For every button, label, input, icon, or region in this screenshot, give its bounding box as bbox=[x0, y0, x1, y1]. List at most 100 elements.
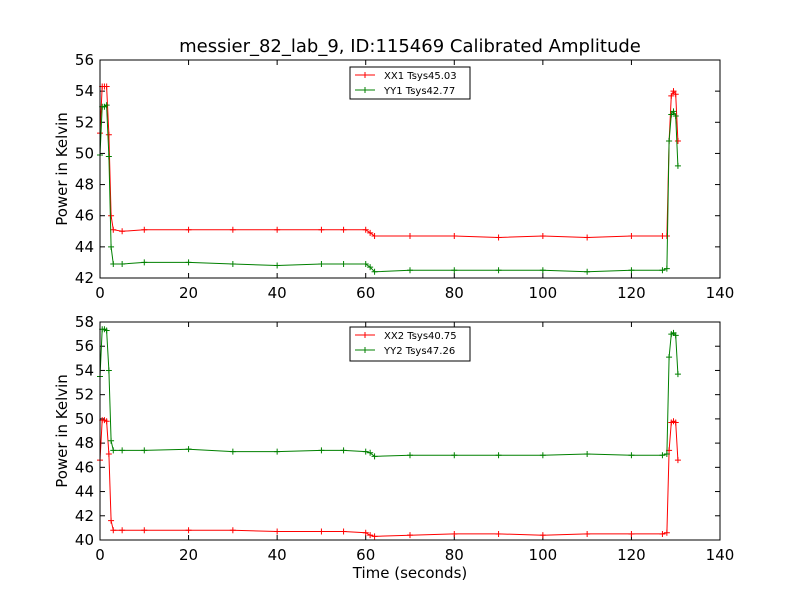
x-tick-label: 100 bbox=[529, 284, 558, 302]
y-tick-label: 46 bbox=[75, 207, 94, 225]
legend-box bbox=[349, 66, 471, 100]
y-tick-label: 42 bbox=[75, 507, 94, 525]
legend-marker bbox=[362, 347, 368, 353]
x-tick-label: 60 bbox=[356, 546, 375, 564]
data-point bbox=[451, 452, 458, 459]
data-point bbox=[229, 448, 236, 455]
x-tick-label: 80 bbox=[445, 284, 464, 302]
data-point bbox=[362, 448, 369, 455]
x-tick-label: 140 bbox=[706, 284, 735, 302]
y-tick-label: 54 bbox=[75, 82, 94, 100]
data-point bbox=[229, 226, 236, 233]
data-point bbox=[110, 527, 117, 534]
series-line-2 bbox=[99, 328, 679, 457]
data-point bbox=[451, 267, 458, 274]
x-tick-label: 60 bbox=[356, 284, 375, 302]
bottom-panel: 0 20 40 60 80 100 120 140 40 42 44 46 48 50 52 54 56 58 Po… bbox=[53, 313, 734, 582]
data-point bbox=[362, 226, 369, 233]
data-point bbox=[105, 153, 112, 160]
y-tick-label: 44 bbox=[75, 483, 94, 501]
x-tick-label: 0 bbox=[95, 284, 105, 302]
data-point bbox=[539, 452, 546, 459]
x-tick-label: 80 bbox=[445, 546, 464, 564]
data-point bbox=[367, 264, 374, 271]
series-line-1 bbox=[99, 86, 679, 239]
x-tick-label: 0 bbox=[95, 546, 105, 564]
data-point bbox=[362, 529, 369, 536]
data-point bbox=[407, 232, 413, 239]
data-point bbox=[628, 530, 635, 537]
data-point bbox=[495, 530, 502, 537]
data-point bbox=[495, 267, 502, 274]
x-tick-label: 40 bbox=[268, 546, 287, 564]
data-point bbox=[229, 527, 236, 534]
x-tick-label: 120 bbox=[617, 284, 646, 302]
data-point bbox=[670, 108, 677, 115]
data-point bbox=[108, 243, 115, 250]
chart-title: messier_82_lab_9, ID:115469 Calibrated A… bbox=[179, 36, 641, 57]
x-tick-label: 100 bbox=[529, 546, 558, 564]
data-point bbox=[119, 527, 126, 534]
data-point bbox=[367, 229, 374, 236]
data-point bbox=[584, 234, 591, 241]
data-point bbox=[110, 447, 117, 454]
data-point bbox=[539, 267, 546, 274]
x-tick-label: 140 bbox=[706, 546, 735, 564]
data-point bbox=[119, 447, 126, 454]
data-point bbox=[371, 453, 378, 460]
data-point bbox=[362, 260, 369, 267]
data-point bbox=[274, 262, 281, 269]
data-point bbox=[659, 267, 666, 274]
data-point bbox=[668, 92, 675, 99]
data-point bbox=[668, 111, 675, 118]
data-point bbox=[659, 530, 666, 537]
data-point bbox=[451, 232, 458, 239]
data-point bbox=[367, 449, 374, 456]
data-point bbox=[141, 527, 148, 534]
data-point bbox=[105, 451, 112, 458]
data-point bbox=[495, 234, 502, 241]
data-point bbox=[451, 530, 458, 537]
data-point bbox=[628, 452, 635, 459]
data-point bbox=[105, 131, 112, 138]
data-point bbox=[407, 532, 413, 539]
x-tick-label: 40 bbox=[268, 284, 287, 302]
legend-marker bbox=[362, 72, 368, 78]
x-tick-label: 120 bbox=[617, 546, 646, 564]
data-point bbox=[110, 226, 117, 233]
data-point bbox=[666, 354, 673, 361]
data-point bbox=[371, 268, 378, 275]
axes-frame bbox=[99, 59, 721, 279]
data-point bbox=[663, 451, 670, 458]
legend-label: YY1 Tsys42.77 bbox=[383, 86, 455, 97]
data-point bbox=[229, 260, 236, 267]
data-point bbox=[274, 448, 281, 455]
data-point bbox=[659, 452, 666, 459]
data-point bbox=[141, 259, 148, 266]
legend-box bbox=[349, 326, 471, 362]
data-point bbox=[539, 232, 546, 239]
data-point bbox=[407, 452, 413, 459]
y-tick-label: 56 bbox=[75, 337, 94, 355]
data-point bbox=[584, 268, 591, 275]
data-point bbox=[274, 528, 281, 535]
legend-label: XX2 Tsys40.75 bbox=[384, 331, 457, 342]
series-line-1 bbox=[99, 419, 679, 537]
data-point bbox=[663, 529, 670, 536]
y-axis-label: Power in Kelvin bbox=[53, 374, 71, 488]
data-point bbox=[672, 332, 679, 339]
legend-marker bbox=[362, 332, 368, 338]
data-point bbox=[318, 447, 325, 454]
data-point bbox=[340, 226, 347, 233]
y-tick-label: 44 bbox=[75, 238, 94, 256]
data-point bbox=[495, 452, 502, 459]
y-tick-label: 54 bbox=[75, 361, 94, 379]
y-tick-label: 48 bbox=[75, 176, 94, 194]
data-point bbox=[318, 260, 325, 267]
data-point bbox=[105, 367, 112, 374]
data-point bbox=[185, 226, 192, 233]
data-point bbox=[340, 447, 347, 454]
data-point bbox=[672, 91, 679, 98]
